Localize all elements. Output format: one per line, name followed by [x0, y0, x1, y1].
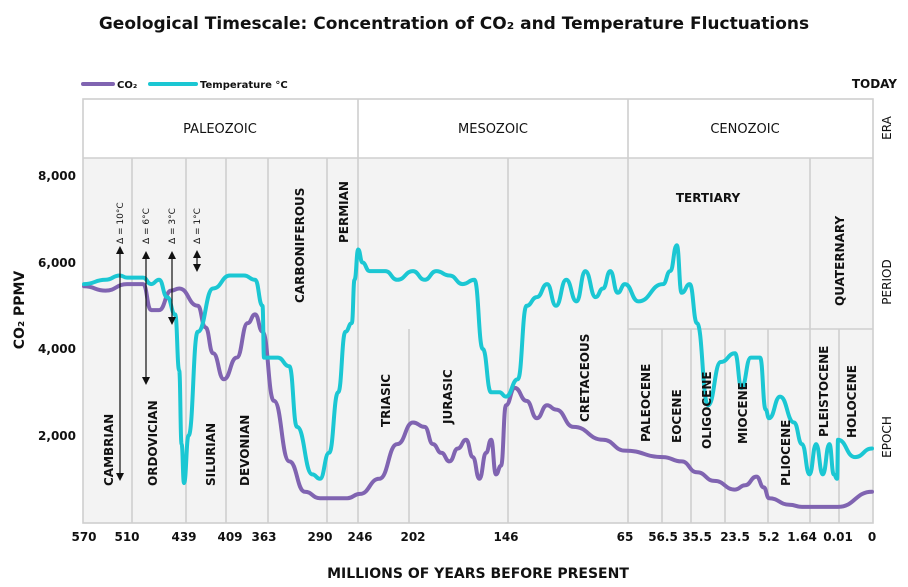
x-tick-label: 56.5: [648, 530, 678, 544]
delta-label-3: Δ = 3°C: [168, 208, 178, 244]
x-tick-label: 439: [171, 530, 196, 544]
right-label-epoch: EPOCH: [880, 416, 894, 458]
legend: CO₂ Temperature °C: [81, 80, 288, 91]
epoch-pliocene: PLIOCENE: [779, 420, 793, 486]
period-cretaceous: CRETACEOUS: [578, 334, 592, 422]
x-tick-label: 5.2: [758, 530, 779, 544]
x-axis-title: MILLIONS OF YEARS BEFORE PRESENT: [327, 566, 629, 582]
plot-background: [83, 158, 873, 523]
x-tick-label: 202: [400, 530, 425, 544]
epoch-oligocene: OLIGOCENE: [700, 371, 714, 449]
right-label-period: PERIOD: [880, 259, 894, 304]
x-tick-label: 0.01: [823, 530, 853, 544]
x-tick-label: 65: [617, 530, 634, 544]
y-tick-label: 2,000: [38, 429, 76, 443]
series-line-co2: [82, 282, 874, 509]
x-tick-label: 1.64: [787, 530, 817, 544]
x-tick-label: 246: [347, 530, 372, 544]
period-carboniferous: CARBONIFEROUS: [293, 188, 307, 303]
series-line-temperature: [82, 243, 874, 486]
x-tick-label: 146: [493, 530, 518, 544]
y-tick-label: 4,000: [38, 342, 76, 356]
chart-title: Geological Timescale: Concentration of C…: [99, 14, 809, 34]
epoch-miocene: MIOCENE: [736, 382, 750, 444]
y-axis: 8,000 6,000 4,000 2,000 CO₂ PPMV: [12, 169, 76, 443]
x-tick-label: 570: [71, 530, 96, 544]
series-layer: [82, 243, 874, 509]
x-tick-label: 0: [868, 530, 876, 544]
y-axis-title: CO₂ PPMV: [12, 271, 28, 350]
period-silurian: SILURIAN: [204, 423, 218, 486]
epoch-paleocene: PALEOCENE: [639, 364, 653, 442]
era-mesozoic: MESOZOIC: [458, 122, 528, 137]
today-label: TODAY: [852, 77, 897, 91]
delta-arrowheads-1: [193, 250, 201, 272]
x-tick-label: 23.5: [720, 530, 750, 544]
x-tick-label: 409: [217, 530, 242, 544]
x-tick-label: 510: [114, 530, 139, 544]
era-band: [83, 99, 873, 158]
x-tick-label: 35.5: [682, 530, 712, 544]
y-tick-label: 6,000: [38, 256, 76, 270]
period-jurasic: JURASIC: [441, 369, 455, 425]
period-triasic: TRIASIC: [379, 374, 393, 427]
period-devonian: DEVONIAN: [238, 415, 252, 486]
right-label-era: ERA: [880, 115, 894, 139]
delta-annotations: Δ = 10°C Δ = 6°C Δ = 3°C Δ = 1°C: [116, 202, 203, 481]
grid: [82, 98, 874, 524]
epoch-pleistocene: PLEISTOCENE: [817, 346, 831, 437]
delta-arrowheads-3: [168, 251, 176, 325]
legend-label-temperature: Temperature °C: [200, 80, 288, 91]
x-tick-label: 363: [251, 530, 276, 544]
delta-label-1: Δ = 1°C: [193, 208, 203, 244]
epoch-eocene: EOCENE: [670, 389, 684, 443]
period-cambrian: CAMBRIAN: [102, 414, 116, 486]
period-permian: PERMIAN: [337, 181, 351, 243]
x-tick-label: 290: [307, 530, 332, 544]
delta-label-6: Δ = 6°C: [142, 208, 152, 244]
y-tick-label: 8,000: [38, 169, 76, 183]
period-quaternary: QUATERNARY: [833, 216, 847, 306]
period-tertiary: TERTIARY: [676, 191, 741, 205]
legend-label-co2: CO₂: [117, 80, 137, 91]
x-axis: 570 510 439 409 363 290 246 202 146 65 5…: [71, 530, 876, 544]
era-cenozoic: CENOZOIC: [710, 122, 779, 137]
delta-label-10: Δ = 10°C: [116, 202, 126, 244]
epoch-holocene: HOLOCENE: [845, 365, 859, 438]
era-paleozoic: PALEOZOIC: [183, 122, 257, 137]
period-ordovician: ORDOVICIAN: [146, 400, 160, 486]
